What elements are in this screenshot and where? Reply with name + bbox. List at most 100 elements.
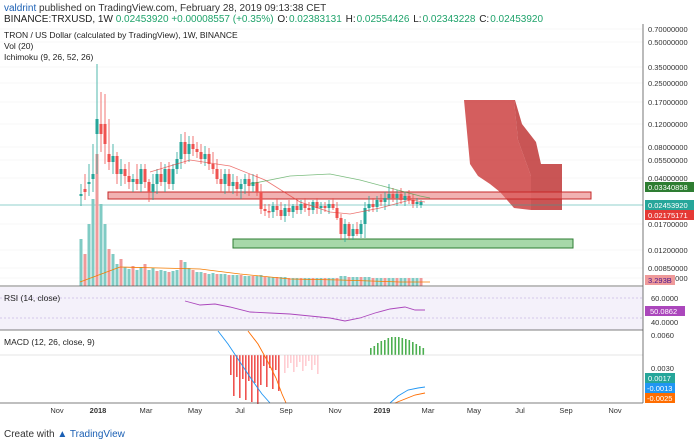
candle-body [159,174,163,182]
candle-body [259,192,263,209]
candle-body [195,149,199,152]
volume-bar [323,278,327,286]
resistance-zone [107,191,592,200]
candle-body [183,142,187,154]
volume-bar [183,262,187,286]
macd-panel[interactable] [0,331,643,403]
macd-hist-bar [263,355,265,366]
macd-hist-bar [373,346,376,355]
volume-bar [355,277,359,286]
volume-bar [215,274,219,286]
rsi-panel[interactable] [0,287,643,330]
candle-body [251,182,255,186]
chart-title-legend[interactable]: TRON / US Dollar (calculated by TradingV… [4,30,238,40]
candle-body [215,169,219,179]
macd-legend[interactable]: MACD (12, 26, close, 9) [4,337,95,347]
ichimoku-base-line [149,159,426,215]
volume-bar [263,277,267,286]
ichimoku-lagging-line [249,173,431,199]
volume-bar [331,278,335,286]
candle-body [235,182,239,189]
macd-hist-bar [314,355,316,365]
rsi-legend[interactable]: RSI (14, close) [4,293,61,303]
candle-body [207,154,211,164]
volume-bar [179,260,183,286]
volume-bar [131,266,135,286]
price-value: 0.02453920 [115,14,169,25]
signal-line-recent [394,392,426,404]
volume-bar [219,274,223,286]
vol-legend[interactable]: Vol (20) [4,41,34,51]
price-chart-svg[interactable]: 0.70000000 0.50000000 0.35000000 0.25000000… [0,24,696,423]
volume-bar [379,278,383,286]
volume-bar [343,276,347,286]
time-axis-label: 2019 [374,406,391,415]
candle-body [367,204,371,208]
chart-area[interactable]: 0.70000000 0.50000000 0.35000000 0.25000000… [0,24,696,423]
time-axis-label: Jul [235,406,245,415]
volume-bar [311,278,315,286]
candle-body [99,124,103,134]
candle-body [399,194,403,200]
rsi-axis-40: 40.0000 [651,318,678,327]
macd-hist-bar [293,355,295,372]
macd-hist-bar [302,355,304,371]
macd-hist-bar [308,355,310,361]
candle-body [239,184,243,189]
candle-body [347,224,351,236]
candle-body [151,184,155,192]
publisher-line: valdrint published on TradingView.com, F… [4,3,326,14]
candle-body [331,204,335,208]
time-axis[interactable]: Nov 2018 Mar May Jul Sep Nov 2019 Mar May Jul Sep No… [50,406,622,415]
macd-hist-bar [299,355,301,362]
candle-body [287,208,291,212]
candle-body [171,169,175,184]
candle-body [403,196,407,200]
macd-hist-bar [290,355,292,363]
price-axis-label: 0.25000000 [648,79,688,88]
time-axis-label: Nov [50,406,64,415]
footer: Create with ▲ TradingView [4,429,125,440]
candle-body [379,200,383,202]
candle-body [419,202,423,205]
candle-body [243,179,247,184]
candle-body [327,204,331,208]
macd-hist-bar [287,355,289,368]
candle-body [147,182,151,192]
ichimoku-cloud-future [464,100,562,210]
tag-red-text: 0.02175171 [648,211,688,220]
volume-bar [171,271,175,286]
candle-body [203,154,207,159]
macd-hist-bar [311,355,313,370]
volume-bar [127,269,131,286]
ichimoku-legend[interactable]: Ichimoku (9, 26, 52, 26) [4,52,94,62]
tag-red: 0.02175171 [645,210,694,220]
grid [0,28,643,279]
volume-bar [347,277,351,286]
volume-bar [363,277,367,286]
volume-bar [175,270,179,286]
macd-hist-bar [278,355,280,391]
candle-body [275,206,279,210]
candle-body [191,144,195,149]
rsi-tag: 50.0862 [645,306,685,316]
tag-green-text: 0.03340858 [648,183,688,192]
price-axis[interactable]: 0.70000000 0.50000000 0.35000000 0.25000000… [648,25,688,283]
time-axis-label: Sep [559,406,572,415]
macd-hist-bar [422,348,425,355]
footer-brand[interactable]: TradingView [69,429,125,440]
volume-bar [383,278,387,286]
volume-bar [143,264,147,286]
macd-line [217,330,271,404]
volume-bar [359,277,363,286]
volume-bar [339,276,343,286]
volume-bar [203,273,207,286]
volume-bar [243,276,247,286]
volume-bar [195,272,199,286]
publisher-name[interactable]: valdrint [4,3,37,14]
volume-bar [231,275,235,286]
rsi-axis-60: 60.0000 [651,294,678,303]
candle-body [383,198,387,202]
low-label: L: [413,14,422,25]
candle-body [211,164,215,169]
